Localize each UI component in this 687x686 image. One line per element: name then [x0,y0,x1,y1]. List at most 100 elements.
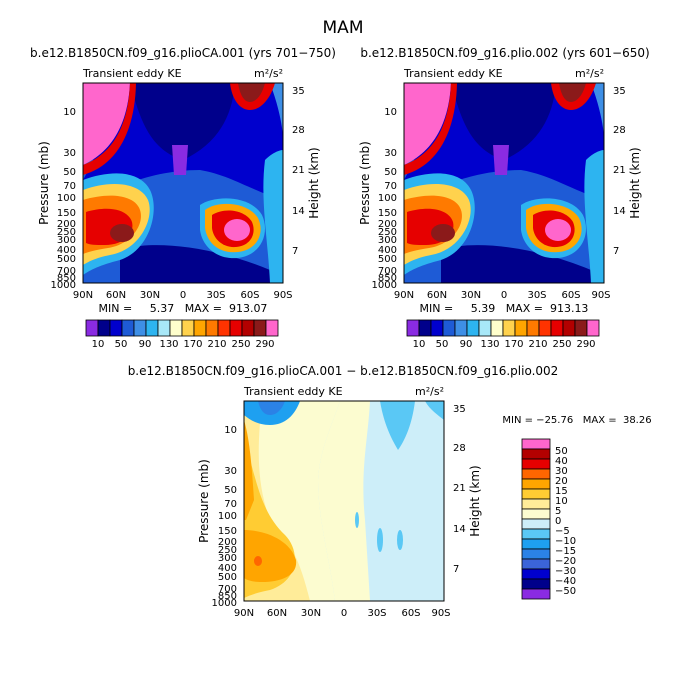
p1-y-tick: 850 [57,273,76,284]
panel-3-colorbar [521,438,551,600]
panel-2-units: m²/s² [575,67,604,80]
p1-x-tick: 30N [140,290,160,301]
panel-2-title: b.e12.B1850CN.f09_g16.plio.002 (yrs 601−… [360,46,649,60]
panel-2-field [404,83,604,283]
p3-x-tick: 60S [401,608,420,619]
colorbar-swatch [521,438,551,450]
p3-y-tick: 1000 [212,598,237,609]
panel-3-y-ticks: 10 30 50 70 100 150 200 250 300 400 500 … [212,425,237,609]
panel-2-colorbar-labels: 10 50 90 130 170 210 250 290 [413,339,596,350]
colorbar-swatch [521,558,551,570]
panel-1-frame [82,82,284,284]
colorbar-swatch [521,568,551,580]
colorbar-swatch [109,319,123,337]
diff-red-dot [254,556,262,566]
p3-y2-tick: 21 [453,483,466,494]
p3-y2-tick: 7 [453,564,459,575]
diff-streak-a [377,528,383,552]
p2-y-tick: 10 [384,107,397,118]
p2-y2-tick: 28 [613,125,626,136]
p2-y-tick: 50 [384,167,397,178]
cb3-label: 5 [555,506,561,517]
band-dark-blue-top [130,83,235,160]
p3-y2-tick: 35 [453,404,466,415]
cb1-label: 210 [207,339,226,350]
colorbar-swatch [521,538,551,550]
colorbar-swatch [418,319,432,337]
p3-y-tick: 300 [218,553,237,564]
panel-2-frame [403,82,605,284]
colorbar-swatch [538,319,552,337]
colorbar-swatch [521,488,551,500]
panel-1-min-max: MIN = 5.37 MAX = 913.07 [99,302,268,315]
band-dark-blue-bottom [120,245,270,283]
p3-y-tick: 70 [224,499,237,510]
polar-vortex-high [83,83,130,165]
cb3-label: −10 [555,536,576,547]
colorbar-swatch [521,468,551,480]
p3-y-tick: 700 [218,584,237,595]
p1-y2-tick: 21 [292,165,305,176]
cb3-label: 0 [555,516,561,527]
colorbar-swatch [121,319,135,337]
cb3-label: 50 [555,446,568,457]
diff-streak-b [397,530,403,550]
panel-1-y2-ticks: 35 28 21 14 7 [292,86,305,257]
cb2-label: 90 [460,339,473,350]
colorbar-swatch [521,588,551,600]
panel-3-min-max: MIN = −25.76 MAX = 38.26 [502,415,651,426]
p1-y-tick: 500 [57,254,76,265]
panel-3-y2-axis-label: Height (km) [468,465,482,536]
p3-y-tick: 500 [218,572,237,583]
colorbar-swatch [466,319,480,337]
colorbar-swatch [586,319,600,337]
panel-3-variable-label: Transient eddy KE [243,385,343,398]
p2-y-tick: 150 [378,208,397,219]
colorbar-swatch [85,319,99,337]
panel-3-frame [243,400,445,602]
p1-y-tick: 250 [57,227,76,238]
p1-y-tick: 50 [63,167,76,178]
panel-2-y2-axis-label: Height (km) [628,147,642,218]
p2-x-tick: 60N [427,290,447,301]
colorbar-swatch [521,508,551,520]
colorbar-swatch [145,319,159,337]
p1-y2-tick: 7 [292,246,298,257]
cb1-label: 50 [115,339,128,350]
band-dark-blue-top [451,83,556,160]
colorbar-swatch [490,319,504,337]
p2-x-tick: 90S [591,290,610,301]
panel-3-y2-ticks: 35 28 21 14 7 [453,404,466,575]
cb3-label: −15 [555,546,576,557]
colorbar-swatch [514,319,528,337]
colorbar-swatch [406,319,420,337]
min-core [172,145,188,175]
colorbar-swatch [550,319,564,337]
upper-jet-core [238,83,265,102]
panel-1-title: b.e12.B1850CN.f09_g16.plioCA.001 (yrs 70… [30,46,336,60]
p2-y-tick: 200 [378,219,397,230]
p2-x-tick: 30N [461,290,481,301]
min-core [493,145,509,175]
p1-y-tick: 70 [63,181,76,192]
p3-y-tick: 100 [218,511,237,522]
p1-y2-tick: 28 [292,125,305,136]
p1-y-tick: 100 [57,193,76,204]
colorbar-swatch [526,319,540,337]
cb2-label: 290 [576,339,595,350]
p2-x-tick: 0 [501,290,507,301]
p3-x-tick: 90N [234,608,254,619]
p2-y-tick: 70 [384,181,397,192]
north-jet-core [224,219,250,241]
p1-x-tick: 30S [206,290,225,301]
cb2-label: 210 [528,339,547,350]
cb3-label: 10 [555,496,568,507]
panel-1-variable-label: Transient eddy KE [82,67,182,80]
p1-y-tick: 10 [63,107,76,118]
p1-y-tick: 700 [57,266,76,277]
p1-y-tick: 150 [57,208,76,219]
colorbar-swatch [430,319,444,337]
cb1-label: 170 [183,339,202,350]
south-jet-core [431,224,455,242]
